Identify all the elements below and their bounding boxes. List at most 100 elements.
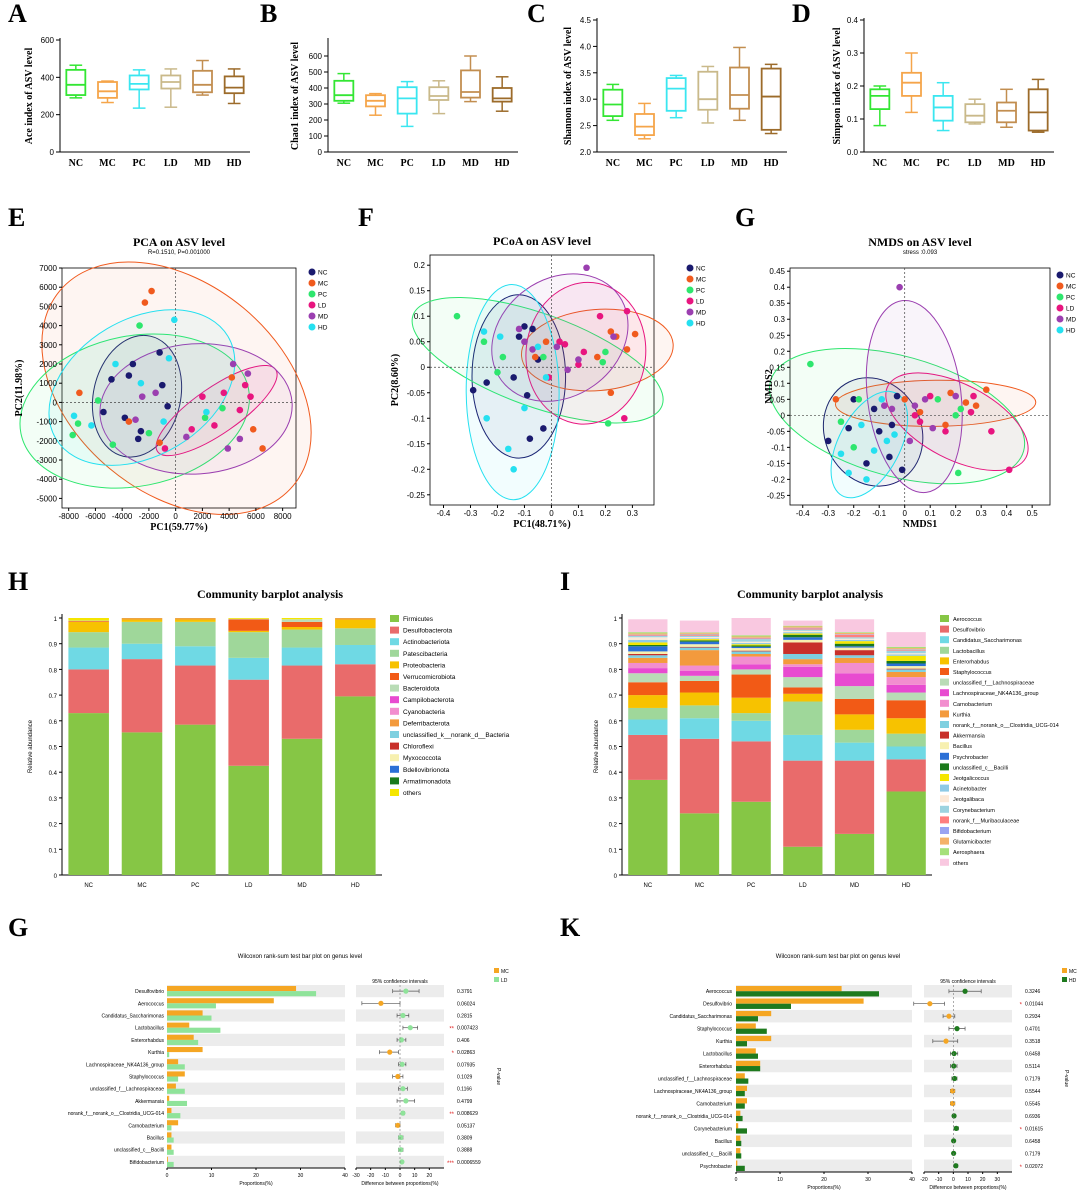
- row-label: Enterorhabdus: [699, 1064, 732, 1070]
- point-hd: [112, 360, 119, 368]
- difference-point: [953, 1163, 959, 1169]
- point-hd: [858, 421, 865, 429]
- legend-swatch: [390, 684, 399, 692]
- legend-label-ld: LD: [318, 303, 327, 310]
- point-hd: [878, 396, 886, 403]
- legend-swatch: [940, 615, 949, 622]
- panel-letter-e: E: [8, 203, 25, 232]
- x-tick-label-2: 10: [965, 1177, 971, 1183]
- bar-segment: [886, 632, 926, 647]
- y-axis-label: Simpson index of ASV level: [832, 27, 843, 144]
- row-label: Aerococcus: [706, 989, 733, 995]
- legend-label: Patescibacteria: [403, 651, 448, 658]
- point-mc: [228, 374, 236, 381]
- y-tick-label: -0.1: [771, 443, 785, 452]
- p-value: 0.7179: [1025, 1077, 1041, 1083]
- difference-point: [943, 1038, 949, 1044]
- point-ld: [623, 307, 631, 315]
- point-nc: [100, 408, 107, 416]
- proportion-bar-a: [736, 1073, 745, 1079]
- point-ld: [556, 338, 563, 346]
- row-label: Candidatus_Saccharimonas: [101, 1014, 164, 1020]
- proportion-bar-a: [167, 985, 297, 992]
- plot-frame: [61, 267, 297, 509]
- proportion-bar-a: [167, 1083, 176, 1089]
- row-label: Enterorhabdus: [131, 1038, 164, 1044]
- row-label: Bacillus: [147, 1136, 165, 1142]
- x-tick-label: -0.2: [491, 509, 505, 518]
- bar-segment: [783, 632, 823, 634]
- bar-segment: [68, 621, 109, 633]
- x-tick-label: PC: [132, 158, 145, 169]
- y-tick-label: 0.15: [769, 363, 785, 372]
- legend-marker-nc: [1056, 271, 1064, 279]
- bar-segment: [731, 669, 771, 675]
- point-nc: [540, 425, 547, 432]
- y-tick-label: 300: [309, 100, 323, 109]
- confidence-ellipse-hd: [465, 284, 560, 501]
- proportion-bar-a: [736, 1035, 772, 1042]
- row-band: [736, 1134, 912, 1148]
- point-pc: [837, 418, 845, 426]
- proportion-bar-b: [167, 1113, 181, 1119]
- legend-label: Deferribacterota: [403, 720, 450, 727]
- point-hd: [837, 450, 845, 458]
- point-nc: [850, 396, 858, 403]
- x-tick-label: -0.4: [796, 509, 810, 518]
- x-axis-label: Proportions(%): [239, 1181, 273, 1187]
- y-tick-label: -3000: [37, 456, 58, 465]
- p-value: 0.2815: [457, 1014, 473, 1020]
- bar-segment: [628, 637, 668, 640]
- row-band: [924, 1059, 1012, 1073]
- bar-segment: [731, 642, 771, 645]
- legend-label-hd: HD: [318, 325, 328, 332]
- bar-segment: [175, 724, 216, 875]
- x-tick-label: 0.4: [1001, 509, 1013, 518]
- bar-segment: [731, 645, 771, 647]
- x-tick-label: -0.3: [464, 509, 478, 518]
- proportion-bar-b: [167, 1149, 174, 1155]
- bar-segment: [834, 673, 875, 687]
- box-mc: [901, 71, 922, 97]
- bar-segment: [628, 682, 668, 696]
- row-label: Desulfovibrio: [703, 1002, 732, 1008]
- proportion-bar-a: [736, 1135, 741, 1141]
- legend-label: Enterorhabdus: [953, 659, 989, 665]
- bar-segment: [834, 639, 875, 642]
- p-value-label: P-value: [495, 1068, 501, 1085]
- p-value: 0.07935: [457, 1062, 475, 1068]
- legend-label: Desulfovibrio: [953, 628, 985, 634]
- point-md: [244, 370, 252, 377]
- y-tick-label: 0: [50, 148, 55, 157]
- chart-title: NMDS on ASV level: [868, 235, 972, 249]
- y-tick-label: 1: [614, 617, 618, 623]
- bar-segment: [679, 635, 720, 638]
- x-tick-label: 0.5: [1027, 509, 1039, 518]
- y-tick-label: 200: [41, 111, 55, 120]
- point-hd: [496, 333, 504, 340]
- bar-segment: [834, 647, 875, 651]
- x-tick-label: 40: [909, 1177, 915, 1183]
- p-value: 0.4799: [457, 1099, 473, 1105]
- box-pc: [665, 77, 687, 112]
- legend-swatch: [940, 805, 949, 813]
- bar-segment: [281, 738, 323, 875]
- point-mc: [148, 287, 155, 295]
- difference-point: [398, 1147, 404, 1153]
- x-tick-label: PC: [669, 158, 682, 169]
- bar-segment: [886, 650, 926, 654]
- box-nc: [333, 79, 355, 102]
- legend-label: Carnobacterium: [953, 702, 993, 708]
- bar-segment: [731, 638, 771, 640]
- bar-segment: [783, 734, 823, 761]
- bar-segment: [679, 647, 720, 651]
- y-tick-label: 5000: [39, 302, 57, 311]
- bar-segment: [731, 637, 771, 639]
- legend-marker-mc: [1056, 282, 1064, 290]
- row-band: [736, 1009, 912, 1023]
- point-mc: [531, 353, 539, 361]
- row-band: [736, 1059, 912, 1073]
- row-band: [924, 1009, 1012, 1023]
- y-tick-label: 400: [41, 73, 55, 82]
- difference-point: [950, 1088, 956, 1094]
